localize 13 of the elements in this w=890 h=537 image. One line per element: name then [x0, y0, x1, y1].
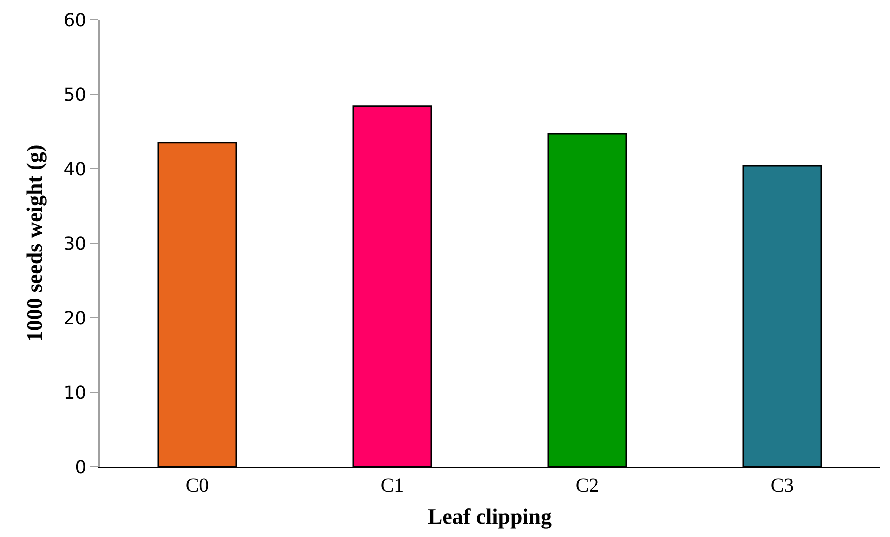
x-tick-label: C3: [770, 475, 794, 497]
y-tick-label: 60: [64, 10, 87, 32]
x-axis-title: Leaf clipping: [428, 504, 552, 529]
y-tick-label: 10: [64, 382, 87, 404]
y-axis-title: 1000 seeds weight (g): [22, 144, 48, 342]
y-tick-label: 50: [64, 84, 87, 106]
y-tick-label: 30: [64, 234, 87, 255]
x-tick-label: C0: [186, 475, 210, 497]
y-tick-label: 0: [75, 457, 87, 478]
y-tick-label: 40: [64, 159, 87, 180]
y-tick-label: 20: [64, 308, 87, 330]
x-tick-label: C2: [576, 475, 600, 497]
x-tick-label: C1: [380, 475, 404, 497]
